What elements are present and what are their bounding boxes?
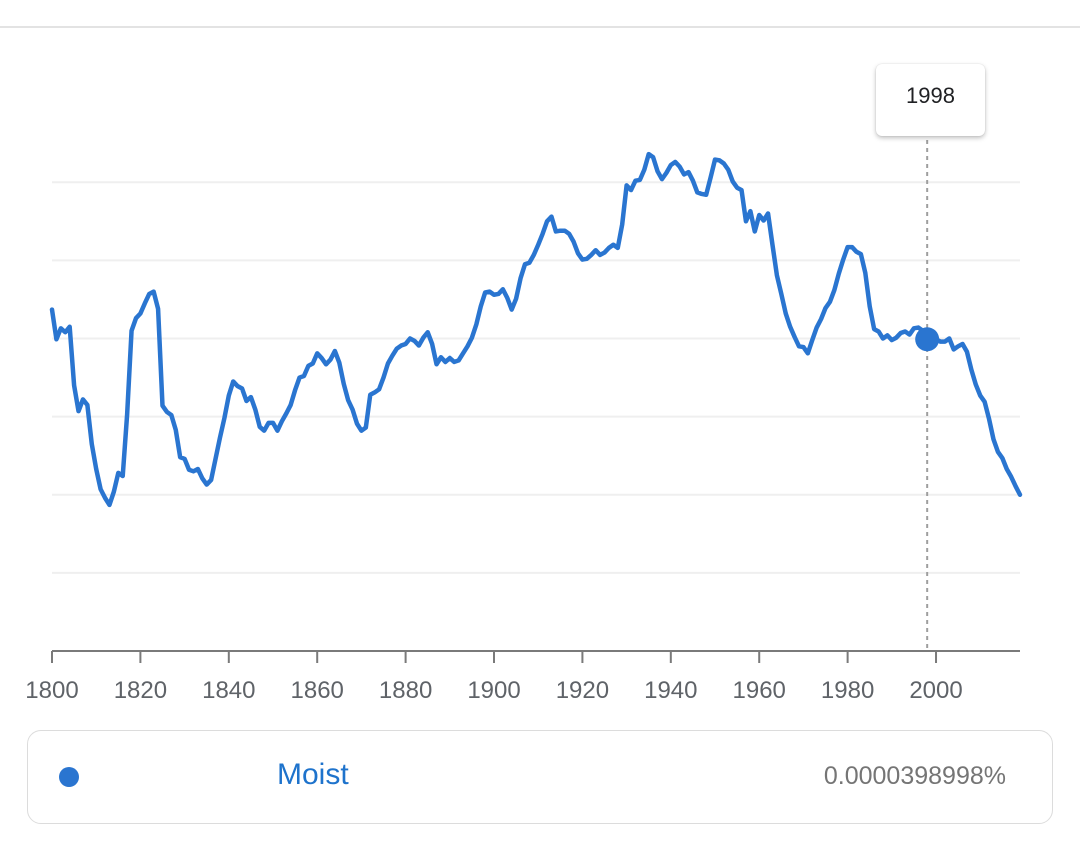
gridlines <box>52 181 1020 574</box>
legend-series-value: 0.0000398998% <box>823 762 1006 790</box>
series-dot-icon <box>59 767 79 787</box>
x-axis: 1800 1820 1840 1860 1880 1900 1920 1940 1960 1980… <box>25 650 1020 704</box>
x-tick-label-1840: 1840 <box>202 677 255 704</box>
x-tick-label-1800: 1800 <box>25 677 78 704</box>
legend-series-name[interactable]: Moist <box>277 758 349 791</box>
x-tick-label-1960: 1960 <box>733 677 786 704</box>
top-divider <box>0 26 1080 28</box>
x-tick-label-1920: 1920 <box>556 677 609 704</box>
highlight-point <box>915 327 940 352</box>
legend-card[interactable]: Moist 0.0000398998% <box>27 730 1053 824</box>
series-line-moist <box>49 151 1023 508</box>
ngram-line-chart[interactable]: 1800 1820 1840 1860 1880 1900 1920 1940 1960 1980… <box>0 0 1080 720</box>
x-tick-label-1980: 1980 <box>821 677 874 704</box>
x-tick-label-1820: 1820 <box>114 677 167 704</box>
x-tick-label-1940: 1940 <box>644 677 697 704</box>
year-tooltip: 1998 <box>876 64 985 136</box>
x-tick-label-1880: 1880 <box>379 677 432 704</box>
hover-cursor-group <box>915 140 940 651</box>
tooltip-year: 1998 <box>906 83 955 108</box>
x-tick-label-1900: 1900 <box>467 677 520 704</box>
x-tick-label-1860: 1860 <box>291 677 344 704</box>
x-tick-label-2000: 2000 <box>909 677 962 704</box>
series-group <box>49 151 1023 508</box>
